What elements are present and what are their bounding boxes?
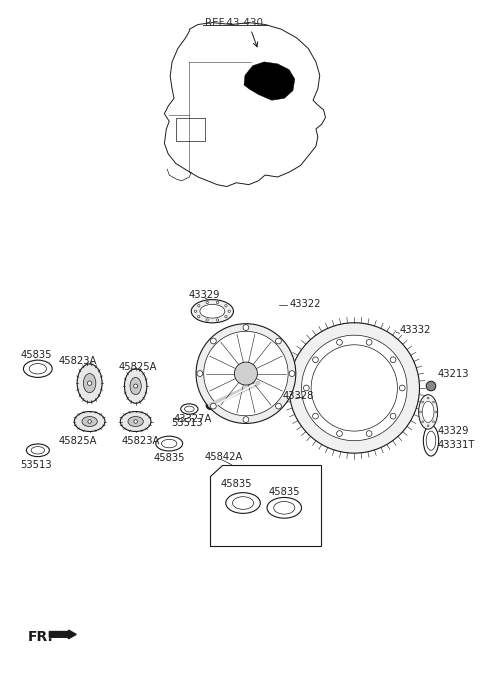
Circle shape — [198, 305, 200, 307]
Text: FR.: FR. — [28, 630, 54, 644]
Bar — [176, 118, 204, 141]
Circle shape — [211, 403, 216, 409]
Circle shape — [366, 339, 372, 345]
FancyArrow shape — [49, 630, 76, 639]
Ellipse shape — [226, 493, 260, 513]
Text: 43331T: 43331T — [438, 441, 475, 450]
Circle shape — [243, 417, 249, 422]
Ellipse shape — [82, 417, 97, 426]
Circle shape — [435, 411, 437, 413]
Circle shape — [276, 338, 281, 344]
Circle shape — [422, 401, 424, 403]
Circle shape — [390, 413, 396, 419]
Circle shape — [194, 310, 197, 312]
Circle shape — [206, 319, 208, 321]
Ellipse shape — [120, 411, 151, 432]
Ellipse shape — [162, 439, 177, 448]
Circle shape — [88, 420, 91, 423]
Text: 43329: 43329 — [189, 290, 220, 300]
Text: 45835: 45835 — [221, 479, 252, 489]
Circle shape — [312, 357, 318, 362]
Polygon shape — [165, 22, 325, 186]
Circle shape — [228, 310, 230, 312]
Circle shape — [426, 381, 436, 391]
Ellipse shape — [274, 501, 295, 514]
Ellipse shape — [29, 364, 47, 374]
Text: REF.43-430: REF.43-430 — [204, 18, 263, 28]
Ellipse shape — [84, 373, 96, 393]
Text: 53513: 53513 — [172, 418, 203, 428]
Circle shape — [303, 385, 309, 391]
Text: 45823A: 45823A — [59, 356, 97, 366]
Polygon shape — [244, 62, 295, 100]
Ellipse shape — [26, 444, 49, 456]
Text: 43328: 43328 — [283, 390, 314, 401]
Ellipse shape — [234, 362, 257, 385]
Text: 53513: 53513 — [20, 460, 52, 470]
Circle shape — [420, 411, 421, 413]
Circle shape — [289, 371, 295, 377]
Ellipse shape — [74, 411, 105, 432]
Circle shape — [336, 339, 342, 345]
Circle shape — [216, 301, 219, 304]
Polygon shape — [210, 464, 321, 546]
Ellipse shape — [31, 447, 45, 454]
Ellipse shape — [180, 404, 198, 414]
Circle shape — [216, 319, 219, 321]
Ellipse shape — [311, 345, 397, 431]
Ellipse shape — [191, 300, 233, 323]
Ellipse shape — [289, 323, 420, 453]
Ellipse shape — [419, 394, 438, 429]
Text: 45825A: 45825A — [59, 436, 97, 445]
Ellipse shape — [128, 417, 144, 426]
Text: 45835: 45835 — [268, 486, 300, 496]
Text: 43322: 43322 — [289, 299, 321, 309]
Ellipse shape — [200, 305, 225, 318]
Circle shape — [422, 421, 424, 423]
Text: 43332: 43332 — [399, 326, 431, 335]
Ellipse shape — [184, 406, 194, 412]
Circle shape — [427, 425, 429, 427]
Circle shape — [276, 403, 281, 409]
Circle shape — [312, 413, 318, 419]
Circle shape — [390, 357, 396, 362]
Text: 43213: 43213 — [438, 369, 469, 379]
Circle shape — [432, 401, 434, 403]
Circle shape — [134, 420, 137, 423]
Circle shape — [399, 385, 405, 391]
Ellipse shape — [77, 364, 102, 403]
Text: 43327A: 43327A — [174, 413, 212, 424]
Ellipse shape — [204, 331, 288, 415]
Circle shape — [211, 338, 216, 344]
Circle shape — [198, 316, 200, 318]
Ellipse shape — [24, 360, 52, 377]
Circle shape — [133, 384, 138, 388]
Circle shape — [225, 316, 227, 318]
Text: 45835: 45835 — [154, 453, 185, 463]
Ellipse shape — [423, 426, 439, 456]
Ellipse shape — [426, 431, 436, 450]
Circle shape — [225, 305, 227, 307]
Ellipse shape — [196, 324, 296, 424]
Circle shape — [432, 421, 434, 423]
Circle shape — [336, 430, 342, 437]
Circle shape — [206, 301, 208, 304]
Ellipse shape — [267, 498, 301, 518]
Ellipse shape — [232, 496, 253, 509]
Circle shape — [366, 430, 372, 437]
Text: 45823A: 45823A — [121, 436, 160, 445]
Ellipse shape — [422, 401, 434, 422]
Circle shape — [243, 324, 249, 330]
Circle shape — [87, 381, 92, 386]
Text: 45842A: 45842A — [204, 452, 243, 462]
Ellipse shape — [156, 436, 182, 451]
Circle shape — [427, 397, 429, 399]
Ellipse shape — [124, 369, 147, 403]
Ellipse shape — [130, 377, 141, 394]
Text: 43329: 43329 — [438, 426, 469, 436]
Text: 45825A: 45825A — [118, 362, 157, 372]
Text: 45835: 45835 — [20, 350, 52, 360]
Ellipse shape — [301, 335, 407, 441]
Circle shape — [197, 371, 203, 377]
